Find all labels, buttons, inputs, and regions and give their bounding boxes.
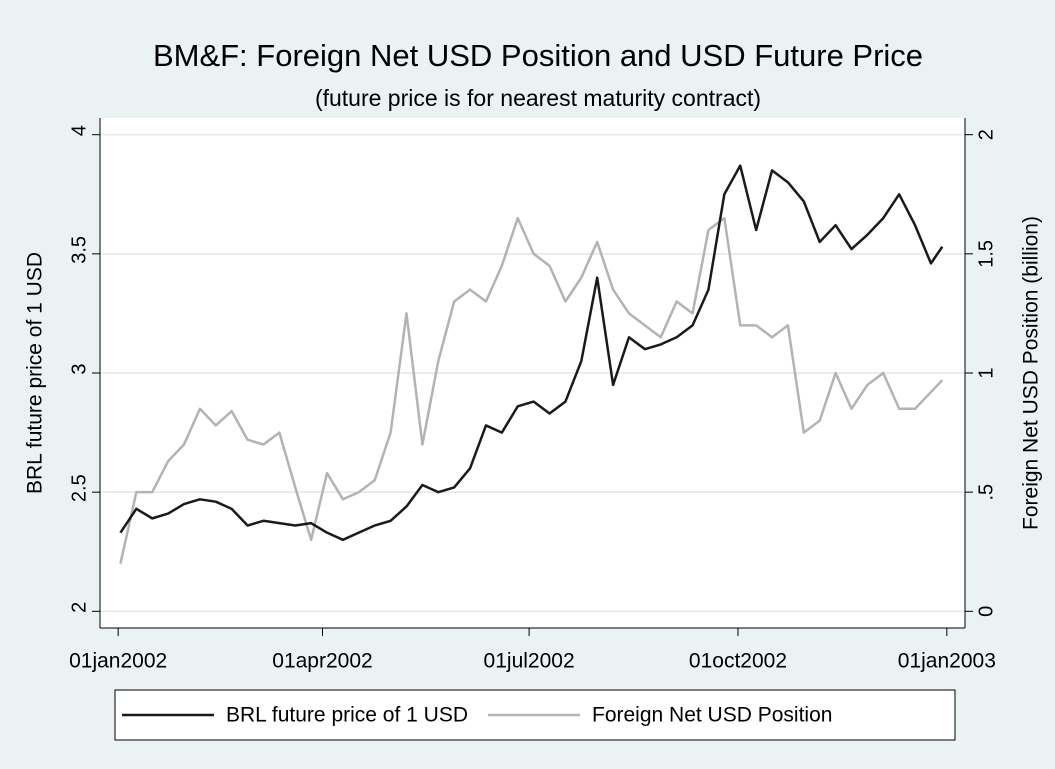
y2-tick-label: 0: [975, 606, 997, 617]
x-tick-label: 01apr2002: [272, 650, 372, 673]
x-tick-label: 01oct2002: [689, 650, 787, 673]
series-line: [119, 164, 944, 542]
y-tick-label: 2: [68, 602, 90, 613]
x-tick-label: 01jan2003: [898, 650, 996, 673]
y-tick-label: 4: [68, 125, 90, 136]
y-tick-label: 3.5: [68, 236, 90, 264]
x-tick-label: 01jan2002: [69, 650, 167, 673]
x-tick-label: 01jul2002: [484, 650, 575, 673]
series-line: [119, 216, 944, 564]
y-axis-label: BRL future price of 1 USD: [24, 252, 47, 494]
chart-subtitle: (future price is for nearest maturity co…: [315, 85, 761, 111]
y2-tick-label: 2: [975, 129, 997, 140]
legend-label: BRL future price of 1 USD: [226, 704, 468, 727]
chart-title: BM&F: Foreign Net USD Position and USD F…: [153, 38, 923, 73]
y-tick-label: 3: [68, 363, 90, 374]
y2-tick-label: 1.5: [975, 240, 997, 268]
y2-tick-label: 1: [975, 367, 997, 378]
y-tick-label: 2.5: [68, 474, 90, 502]
y2-tick-label: .5: [975, 484, 997, 501]
legend-label: Foreign Net USD Position: [592, 704, 832, 727]
y2-axis-label: Foreign Net USD Position (billion): [1020, 216, 1043, 530]
